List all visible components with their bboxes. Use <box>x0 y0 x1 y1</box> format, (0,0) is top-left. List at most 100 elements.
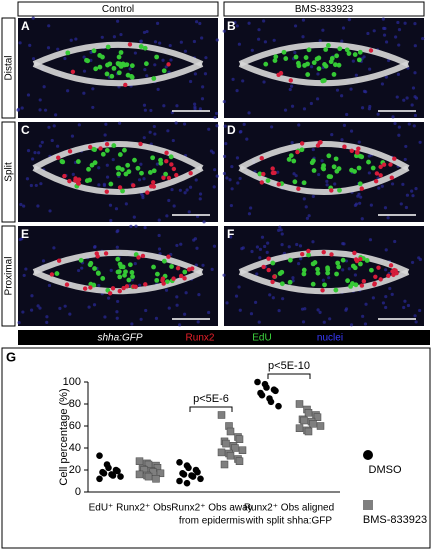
runx2-cell <box>353 257 359 262</box>
edu-cell <box>119 167 125 172</box>
nucleus <box>397 125 401 129</box>
nucleus <box>157 233 161 238</box>
runx2-cell <box>329 252 334 257</box>
nucleus <box>278 225 282 229</box>
nucleus <box>330 132 334 137</box>
data-point <box>135 470 144 479</box>
runx2-cell <box>266 267 271 273</box>
nucleus <box>93 245 97 249</box>
data-point <box>217 448 226 457</box>
nucleus <box>241 79 245 83</box>
panel-g-frame <box>1 347 431 549</box>
y-tick-label: 100 <box>63 376 81 388</box>
micrograph <box>222 121 424 222</box>
nucleus <box>383 206 388 210</box>
edu-cell <box>369 267 374 273</box>
runx2-cell <box>145 190 150 195</box>
runx2-cell <box>355 150 360 155</box>
nucleus <box>24 267 28 271</box>
nucleus <box>230 187 234 191</box>
edu-cell <box>108 181 114 187</box>
nucleus <box>200 36 204 40</box>
nucleus <box>224 141 228 146</box>
nucleus <box>255 272 259 276</box>
nucleus <box>200 97 205 101</box>
nucleus <box>413 95 417 99</box>
nucleus <box>405 193 410 197</box>
nucleus <box>152 124 156 129</box>
nucleus <box>198 21 202 26</box>
edu-cell <box>322 282 327 288</box>
nucleus <box>418 140 422 144</box>
runx2-cell <box>76 177 82 182</box>
edu-cell <box>359 154 365 160</box>
nucleus <box>63 56 67 61</box>
nucleus <box>196 320 200 324</box>
edu-cell <box>109 73 115 79</box>
edu-cell <box>306 252 311 258</box>
data-point <box>226 451 235 460</box>
nucleus <box>410 260 415 265</box>
runx2-cell <box>88 285 93 290</box>
edu-cell <box>93 66 99 72</box>
nucleus <box>414 320 418 324</box>
nucleus <box>210 267 214 271</box>
nucleus <box>112 35 117 39</box>
edu-cell <box>356 165 362 171</box>
nucleus <box>183 191 187 195</box>
nucleus <box>178 323 182 327</box>
runx2-cell <box>56 155 61 160</box>
nucleus <box>413 22 417 26</box>
nucleus <box>175 295 179 299</box>
nucleus <box>228 178 232 182</box>
edu-cell <box>129 270 135 275</box>
nucleus <box>142 103 147 107</box>
nucleus <box>149 108 153 113</box>
nucleus <box>47 24 51 28</box>
y-tick-label: 60 <box>69 420 81 432</box>
nucleus <box>349 129 354 133</box>
runx2-cell <box>182 276 187 281</box>
nucleus <box>165 214 169 218</box>
runx2-cell <box>392 267 397 273</box>
nucleus <box>167 306 171 310</box>
nucleus <box>63 304 67 308</box>
edu-cell <box>105 44 111 50</box>
runx2-cell <box>378 277 383 282</box>
nucleus <box>388 286 392 291</box>
data-point <box>156 469 165 478</box>
runx2-cell <box>70 69 76 74</box>
data-point <box>183 479 191 487</box>
nucleus <box>260 235 265 239</box>
nucleus <box>344 308 348 312</box>
nucleus <box>161 58 165 62</box>
nucleus <box>382 33 387 37</box>
nucleus <box>56 144 60 148</box>
nucleus <box>384 295 388 299</box>
nucleus <box>258 256 262 260</box>
nucleus <box>37 151 41 155</box>
edu-cell <box>340 257 346 263</box>
nucleus <box>148 130 152 134</box>
edu-cell <box>111 143 117 148</box>
edu-cell <box>272 58 278 63</box>
runx2-cell <box>259 156 264 161</box>
nucleus <box>247 111 251 115</box>
edu-cell <box>346 51 352 56</box>
nucleus <box>362 89 367 93</box>
nucleus <box>311 147 315 152</box>
nucleus <box>18 41 22 45</box>
runx2-cell <box>359 186 364 191</box>
nucleus <box>164 288 169 292</box>
nucleus <box>405 96 409 100</box>
edu-cell <box>150 155 156 161</box>
nucleus <box>185 188 189 192</box>
nucleus <box>198 197 202 201</box>
nucleus <box>169 58 173 62</box>
nucleus <box>108 203 113 207</box>
nucleus <box>156 21 160 25</box>
edu-cell <box>116 54 122 60</box>
nucleus <box>417 256 421 260</box>
nucleus <box>353 273 358 277</box>
runx2-cell <box>391 272 396 278</box>
